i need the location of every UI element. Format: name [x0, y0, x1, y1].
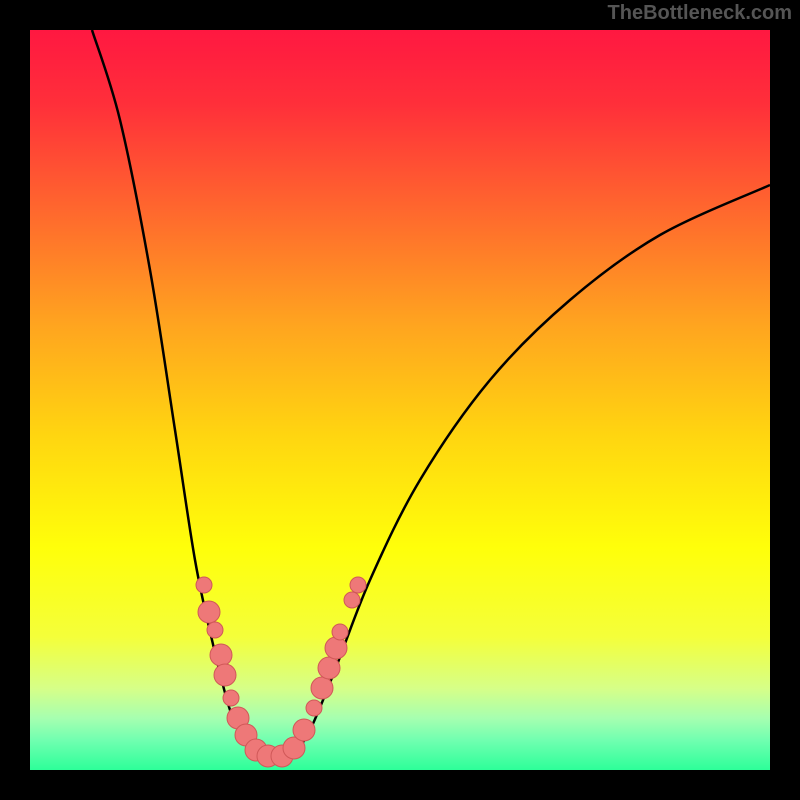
- data-marker: [293, 719, 315, 741]
- data-marker: [350, 577, 366, 593]
- data-marker: [214, 664, 236, 686]
- data-marker: [196, 577, 212, 593]
- data-marker: [311, 677, 333, 699]
- watermark-text: TheBottleneck.com: [608, 2, 792, 25]
- data-marker: [210, 644, 232, 666]
- chart-svg: [0, 0, 800, 800]
- data-marker: [207, 622, 223, 638]
- data-marker: [344, 592, 360, 608]
- data-marker: [223, 690, 239, 706]
- data-marker: [198, 601, 220, 623]
- chart-container: TheBottleneck.com: [0, 0, 800, 800]
- data-marker: [306, 700, 322, 716]
- data-marker: [332, 624, 348, 640]
- data-marker: [325, 637, 347, 659]
- plot-area: [30, 30, 770, 770]
- data-marker: [318, 657, 340, 679]
